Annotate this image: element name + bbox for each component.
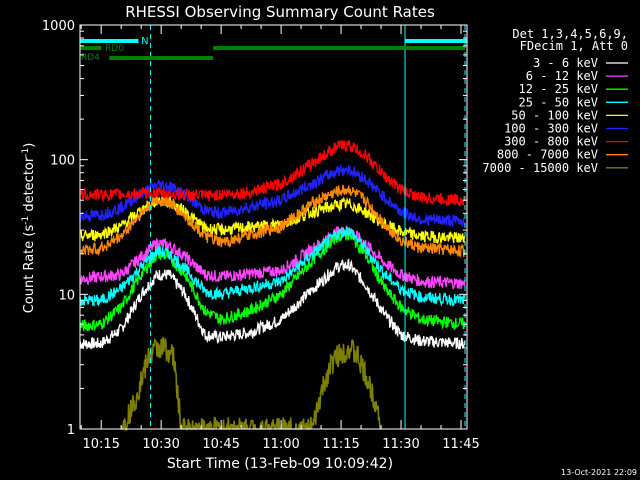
y-tick-label: 100 bbox=[50, 154, 75, 169]
legend-label-0: 3 - 6 keV bbox=[533, 56, 598, 70]
x-axis-label: Start Time (13-Feb-09 10:09:42) bbox=[167, 456, 393, 472]
series-line-0 bbox=[79, 258, 466, 350]
legend-label-6: 300 - 800 keV bbox=[504, 135, 598, 149]
timestamp: 13-Oct-2021 22:09 bbox=[561, 468, 637, 477]
legend-label-4: 50 - 100 keV bbox=[511, 108, 598, 122]
legend-label-5: 100 - 300 keV bbox=[504, 122, 598, 136]
axis-layer: 1 10 100 1000 10:15 10:30 10:45 11:00 11:15 11:30… bbox=[42, 19, 480, 452]
plot-frame bbox=[79, 24, 468, 430]
y-tick-label: 1 bbox=[67, 423, 75, 438]
y-tick-label: 10 bbox=[58, 288, 75, 303]
series-line-6 bbox=[79, 138, 466, 208]
x-tick-label: 10:30 bbox=[142, 437, 179, 452]
legend-label-7: 800 - 7000 keV bbox=[497, 148, 598, 162]
data-layer bbox=[79, 138, 466, 432]
legend-label-8: 7000 - 15000 keV bbox=[482, 161, 598, 175]
legend-header-line-1: Det 1,3,4,5,6,9, bbox=[512, 27, 628, 41]
rd4-label: RD4 bbox=[81, 53, 100, 63]
annotation-layer: N RD0 RD4 bbox=[79, 25, 467, 429]
night-label: N bbox=[141, 36, 148, 47]
x-tick-label: 10:15 bbox=[82, 437, 119, 452]
rd0-label: RD0 bbox=[105, 44, 124, 54]
series-line-3 bbox=[79, 226, 466, 307]
y-axis-label: Count Rate (s-1 detector-1) bbox=[21, 143, 37, 314]
legend-label-1: 6 - 12 keV bbox=[526, 69, 598, 83]
series-line-8 bbox=[120, 336, 381, 432]
legend-label-3: 25 - 50 keV bbox=[519, 95, 598, 109]
x-tick-label: 11:15 bbox=[322, 437, 359, 452]
legend-label-2: 12 - 25 keV bbox=[519, 82, 598, 96]
x-tick-label: 11:30 bbox=[382, 437, 419, 452]
series-line-1 bbox=[79, 225, 466, 290]
legend-header-line-2: FDecim 1, Att 0 bbox=[520, 39, 628, 53]
x-tick-label: 10:45 bbox=[202, 437, 239, 452]
series-line-2 bbox=[79, 227, 466, 332]
series-line-7 bbox=[79, 184, 466, 259]
y-tick-label: 1000 bbox=[42, 19, 75, 34]
x-tick-label: 11:00 bbox=[262, 437, 299, 452]
x-tick-label: 11:45 bbox=[442, 437, 479, 452]
chart-title: RHESSI Observing Summary Count Rates bbox=[125, 3, 435, 21]
